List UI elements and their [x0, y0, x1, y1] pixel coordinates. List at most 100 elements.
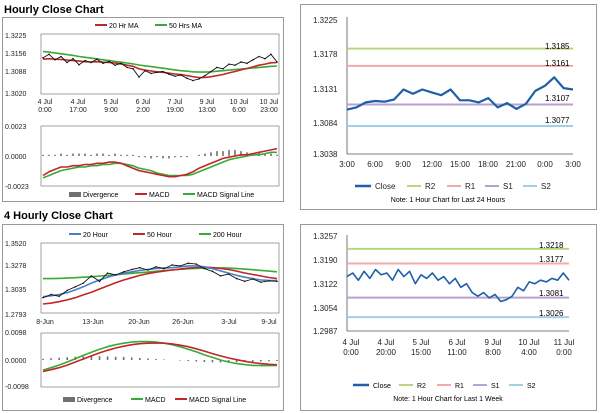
- macd-line: [42, 147, 278, 178]
- close-point: [66, 61, 68, 64]
- x-tick: 4:00: [521, 348, 537, 357]
- close-point: [120, 62, 122, 65]
- close-point: [179, 265, 181, 267]
- close-point: [48, 53, 50, 56]
- x-tick: 10 Jul: [260, 99, 279, 106]
- x-tick: 21:00: [506, 160, 527, 169]
- close-point: [90, 275, 93, 277]
- hourly-macd-legend: Divergence MACD MACD Signal Line: [69, 192, 254, 199]
- close-point: [144, 69, 146, 72]
- legend-200-hour: 200 Hour: [213, 232, 242, 239]
- x-tick: 3:00: [339, 160, 355, 169]
- legend-r2: R2: [425, 182, 436, 191]
- close-point: [268, 280, 270, 282]
- close-point: [126, 66, 128, 69]
- legend-macd: MACD: [145, 397, 166, 404]
- hourly-chart-title: Hourly Close Chart: [4, 4, 104, 16]
- close-point: [130, 268, 133, 271]
- level-r1-label: 1.3177: [539, 255, 564, 264]
- close-line: [42, 53, 278, 81]
- level-s2-label: 1.3026: [539, 309, 564, 318]
- level-r2-label: 1.3218: [539, 241, 564, 250]
- four-hourly-price-xaxis: 8-Jun 13-Jun 20-Jun 26-Jun 3-Jul 9-Jul: [36, 319, 277, 326]
- y-tick: 0.0098: [5, 330, 27, 337]
- close-point: [186, 77, 188, 80]
- y-tick: 1.3520: [5, 241, 27, 248]
- four-hourly-panel: 20 Hour 50 Hour 200 Hour 1.3520 1.3278 1…: [2, 224, 284, 411]
- close-point: [235, 277, 238, 280]
- close-point: [106, 272, 109, 274]
- close-point: [251, 278, 254, 280]
- close-point: [102, 62, 104, 65]
- y-tick: -0.0098: [5, 384, 29, 391]
- x-tick: 9 Jul: [485, 338, 502, 347]
- close-point: [114, 64, 116, 67]
- hourly-svg: 20 Hr MA 50 Hrs MA 1.3225 1.3156 1.3088 …: [5, 23, 280, 199]
- x-tick: 26-Jun: [172, 319, 194, 326]
- close-point: [228, 63, 230, 65]
- close-point: [147, 269, 149, 271]
- x-tick: 10 Jul: [230, 99, 249, 106]
- legend-swatch-divergence: [63, 397, 75, 402]
- x-tick: 20:00: [376, 348, 397, 357]
- legend-20-hour: 20 Hour: [83, 232, 109, 239]
- x-tick: 19:00: [166, 107, 184, 114]
- hourly-price-xaxis: 4 Jul 0:00 4 Jul 17:00 5 Jul 9:00 6 Jul …: [38, 99, 279, 114]
- x-tick: 15:00: [450, 160, 471, 169]
- close-point: [155, 265, 157, 268]
- ma50-line: [42, 266, 278, 305]
- close-point: [150, 72, 152, 75]
- close-point: [180, 74, 182, 76]
- x-tick: 0:00: [556, 348, 572, 357]
- y-tick: 1.3084: [313, 119, 338, 128]
- x-tick: 0:00: [537, 160, 553, 169]
- hourly-macd-plot-area: [40, 125, 280, 187]
- y-tick: 1.3038: [313, 150, 338, 159]
- signal-line: [42, 342, 278, 373]
- close-point: [198, 78, 200, 80]
- close-point: [54, 58, 56, 61]
- level-s2-label: 1.3077: [545, 116, 570, 125]
- four-hourly-price-yaxis: 1.3520 1.3278 1.3035 1.2793: [5, 241, 27, 319]
- y-tick: -0.0023: [5, 184, 29, 191]
- x-tick: 3:00: [565, 160, 581, 169]
- hourly-macd-yaxis: 0.0023 0.0000 -0.0023: [5, 124, 29, 191]
- close-point: [216, 66, 218, 69]
- x-tick: 9:00: [395, 160, 411, 169]
- y-tick: 1.2987: [313, 327, 338, 336]
- level-s1-label: 1.3107: [545, 94, 570, 103]
- hourly-panel: 20 Hr MA 50 Hrs MA 1.3225 1.3156 1.3088 …: [2, 17, 284, 202]
- x-tick: 12:00: [422, 160, 443, 169]
- four-hourly-macd-yaxis: 0.0098 0.0000 -0.0098: [5, 330, 29, 391]
- hourly-price-legend: 20 Hr MA 50 Hrs MA: [95, 23, 202, 30]
- close-point: [42, 57, 44, 59]
- legend-20hr-ma: 20 Hr MA: [109, 23, 139, 30]
- x-tick: 6 Jul: [449, 338, 466, 347]
- x-tick: 9-Jul: [261, 319, 277, 326]
- y-tick: 1.3225: [5, 33, 27, 40]
- close-point: [108, 60, 110, 63]
- x-tick: 23:00: [260, 107, 278, 114]
- legend-macd-signal-line: MACD Signal Line: [189, 397, 246, 404]
- x-tick: 8-Jun: [36, 319, 54, 326]
- close-point: [227, 273, 230, 275]
- x-tick: 20-Jun: [128, 319, 150, 326]
- close-point: [234, 64, 236, 67]
- close-point: [211, 270, 214, 273]
- signal-line: [42, 151, 277, 179]
- x-tick: 6:00: [232, 107, 246, 114]
- legend-swatch-divergence: [69, 192, 81, 197]
- legend-s1: S1: [491, 383, 500, 390]
- close-point: [204, 74, 206, 77]
- ma50-line: [42, 50, 278, 73]
- x-tick: 5 Jul: [104, 99, 119, 106]
- four-hourly-price-legend: 20 Hour 50 Hour 200 Hour: [69, 232, 242, 239]
- x-tick: 17:00: [69, 107, 87, 114]
- y-tick: 0.0000: [5, 358, 27, 365]
- close-point: [210, 70, 212, 73]
- x-tick: 10 Jul: [518, 338, 540, 347]
- four-hourly-macd-plot: [42, 340, 278, 373]
- close-line: [346, 76, 574, 111]
- x-tick: 4 Jul: [71, 99, 86, 106]
- four-hourly-svg: 20 Hour 50 Hour 200 Hour 1.3520 1.3278 1…: [5, 232, 280, 404]
